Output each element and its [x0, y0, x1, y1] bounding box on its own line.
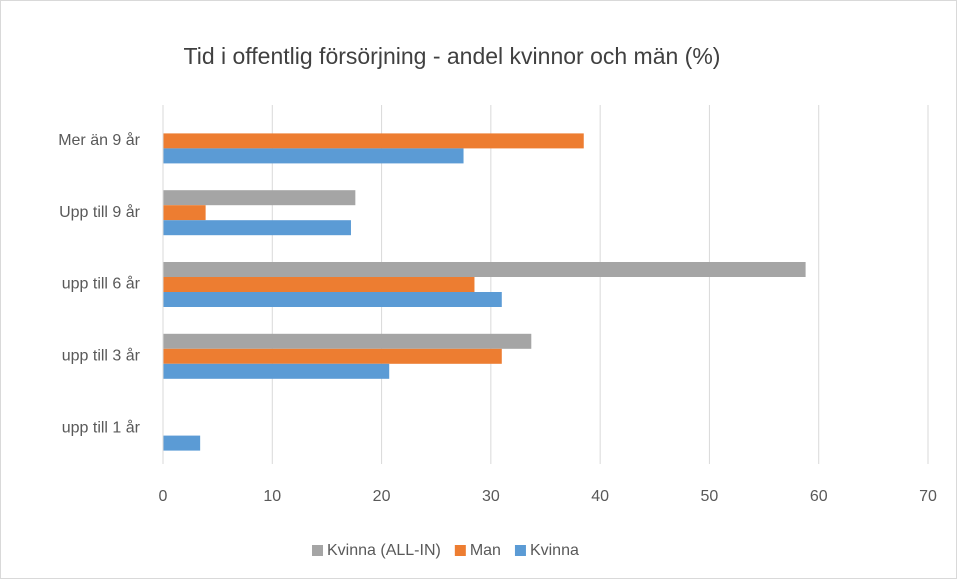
legend-label: Kvinna (ALL-IN): [327, 542, 441, 559]
legend-swatch: [514, 545, 526, 556]
x-tick-label: 30: [482, 488, 500, 505]
x-tick-label: 60: [810, 488, 828, 505]
legend-swatch: [454, 545, 466, 556]
bar: [163, 205, 206, 221]
y-tick-label: upp till 3 år: [62, 347, 141, 365]
chart-title: Tid i offentlig försörjning - andel kvin…: [184, 43, 721, 69]
y-tick-label: upp till 1 år: [62, 418, 141, 436]
y-tick-label: Mer än 9 år: [58, 131, 140, 149]
x-tick-label: 20: [373, 488, 391, 505]
y-tick-label: Upp till 9 år: [59, 203, 141, 221]
legend-swatch: [312, 545, 323, 556]
legend-label: Kvinna: [530, 542, 579, 559]
legend-label: Man: [470, 542, 501, 559]
bar: [163, 277, 475, 292]
bar: [163, 292, 502, 307]
x-tick-label: 40: [591, 488, 609, 505]
x-tick-label: 10: [263, 488, 281, 505]
y-tick-label: upp till 6 år: [62, 275, 141, 293]
bar: [163, 262, 806, 277]
bar: [163, 435, 201, 451]
x-tick-label: 0: [159, 488, 168, 505]
bar: [163, 363, 390, 379]
x-tick-label: 70: [919, 488, 937, 505]
bar: [163, 220, 351, 236]
bar: [163, 190, 356, 206]
bar: [163, 133, 584, 149]
bar: [163, 148, 464, 164]
bar: [163, 333, 532, 349]
bar: [163, 348, 502, 364]
x-tick-label: 50: [701, 488, 719, 505]
